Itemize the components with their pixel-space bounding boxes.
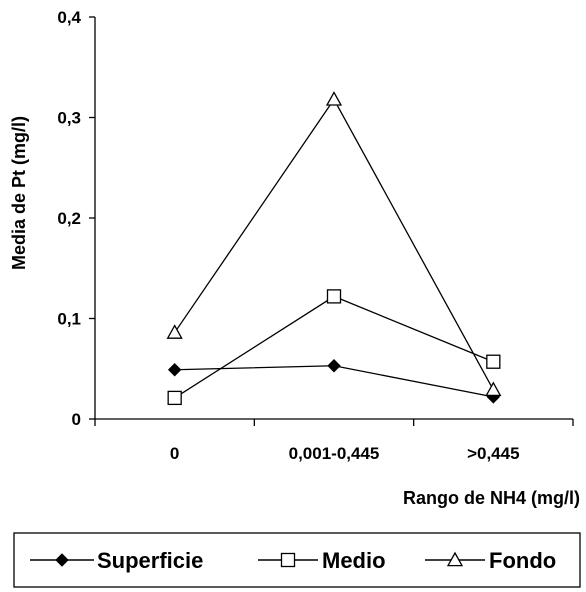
legend-item-superficie: Superficie xyxy=(30,548,203,573)
chart-axes xyxy=(94,17,573,420)
x-tick-label: 0,001-0,445 xyxy=(289,444,380,463)
data-point-medio xyxy=(326,289,342,304)
legend-item-fondo: Fondo xyxy=(425,548,556,573)
y-tick-label: 0,1 xyxy=(57,310,81,329)
data-point-fondo xyxy=(485,381,502,397)
legend-marker-superficie xyxy=(55,553,69,567)
legend-item-medio: Medio xyxy=(258,548,386,573)
series-group xyxy=(166,91,502,406)
series-superficie xyxy=(167,359,501,404)
data-point-superficie xyxy=(167,363,182,377)
x-tick-label: >0,445 xyxy=(467,444,519,463)
y-tick-group: 0 0,1 0,2 0,3 0,4 xyxy=(57,8,95,429)
data-point-fondo xyxy=(325,91,343,106)
x-tick-group: 0 0,001-0,445 >0,445 xyxy=(94,419,574,463)
y-axis-title: Media de Pt (mg/l) xyxy=(9,116,29,270)
legend-marker-fondo xyxy=(446,551,464,567)
y-tick-label: 0,3 xyxy=(57,109,81,128)
data-point-medio xyxy=(486,354,501,369)
data-point-medio xyxy=(167,390,182,406)
y-tick-label: 0 xyxy=(72,410,81,429)
series-medio xyxy=(167,289,501,406)
series-line xyxy=(174,98,494,391)
data-point-fondo xyxy=(166,324,183,339)
legend: Superficie Medio Fondo xyxy=(13,532,581,588)
y-tick-label: 0,2 xyxy=(57,209,81,228)
series-line xyxy=(174,295,494,399)
series-fondo xyxy=(166,91,502,397)
legend-marker-medio xyxy=(280,552,296,568)
legend-label: Fondo xyxy=(489,548,556,573)
x-axis-title: Rango de NH4 (mg/l) xyxy=(403,488,580,508)
x-tick-label: 0 xyxy=(170,444,179,463)
legend-label: Medio xyxy=(322,548,386,573)
y-tick-label: 0,4 xyxy=(57,8,81,27)
data-point-superficie xyxy=(327,359,341,373)
legend-label: Superficie xyxy=(97,548,203,573)
